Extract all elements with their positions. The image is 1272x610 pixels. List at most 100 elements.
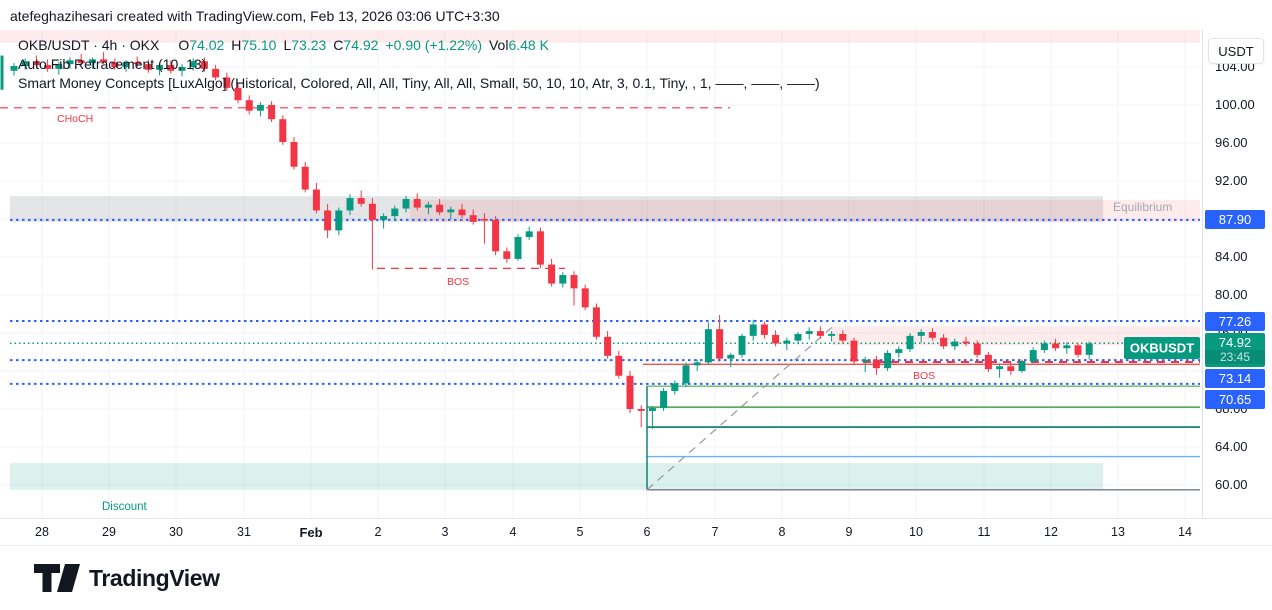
volume-value: 6.48 K [508, 37, 549, 53]
candle [671, 380, 679, 395]
candle [648, 406, 656, 429]
candle-body [1052, 343, 1060, 349]
candle-body [682, 365, 690, 384]
time-label: 11 [977, 525, 991, 539]
discount-zone [10, 463, 1103, 490]
candle-body [816, 331, 824, 336]
candle-body [940, 337, 948, 347]
candle [10, 63, 18, 76]
indicator-auto-fib[interactable]: Auto Fib Retracement (10, 13) [18, 56, 207, 72]
close-label: C [333, 37, 344, 53]
candle [200, 57, 208, 72]
candle [413, 193, 421, 211]
candle-body [301, 166, 309, 190]
indicator-smart-money-concepts[interactable]: Smart Money Concepts [LuxAlgo] (Historic… [18, 75, 820, 91]
candle-body [660, 390, 668, 409]
price-tick: 64.00 [1215, 439, 1248, 455]
open-label: O [178, 37, 190, 53]
price-tick: 100.00 [1215, 96, 1255, 112]
chart-area: CHoCH BOS BOS Equilibrium Discount OKBUSDT OK… [0, 30, 1272, 518]
candle [906, 333, 914, 353]
currency-button[interactable]: USDT [1208, 38, 1264, 64]
candle-body [917, 332, 925, 336]
candle-body [1018, 361, 1026, 372]
candle-body [525, 231, 533, 238]
candle-body [592, 307, 600, 337]
candle-body [727, 354, 735, 359]
candle-body [469, 215, 477, 222]
candle [749, 319, 757, 341]
candle-body [1029, 350, 1037, 362]
candle [357, 190, 365, 207]
candle [223, 72, 231, 91]
candle [55, 62, 63, 75]
candle [828, 331, 836, 342]
low-value: 73.23 [291, 37, 327, 53]
candle-body [447, 209, 455, 213]
candle-body [772, 334, 780, 344]
candle-body [402, 199, 410, 209]
candle [570, 271, 578, 306]
time-axis[interactable]: 28 29 30 31 Feb 2 3 4 5 6 7 8 9 10 11 12 13 14 [0, 518, 1272, 546]
time-label: 8 [778, 525, 786, 539]
close-value: 74.92 [343, 37, 379, 53]
candle-body [1063, 345, 1071, 349]
candle-body [1074, 345, 1082, 355]
time-label: 31 [237, 525, 251, 539]
candle-body [391, 208, 399, 217]
candle-body [928, 332, 936, 338]
candle [928, 328, 936, 341]
symbol-legend-row[interactable]: OKB/USDT · 4h · OKX O74.02 H75.10 L73.23 C74… [18, 36, 820, 55]
candle-body [503, 251, 511, 259]
candle-body [828, 333, 836, 336]
legend: OKB/USDT · 4h · OKX O74.02 H75.10 L73.23 C74… [18, 36, 820, 93]
candle [716, 314, 724, 362]
candle [368, 198, 376, 270]
time-label: 3 [441, 525, 449, 539]
time-label: 6 [643, 525, 651, 539]
tradingview-logo[interactable]: TradingView [34, 564, 220, 592]
candle [783, 337, 791, 351]
candle-body [492, 219, 500, 252]
candle-body [44, 65, 52, 69]
candle [895, 346, 903, 358]
candle [480, 213, 488, 244]
candle-body [200, 61, 208, 69]
candle-body [32, 61, 40, 66]
candle [133, 56, 141, 67]
candle [525, 226, 533, 240]
candle-body [626, 375, 634, 410]
symbol-title[interactable]: OKB/USDT · 4h · OKX [18, 37, 160, 53]
candle [100, 51, 108, 65]
price-tick: 60.00 [1215, 477, 1248, 493]
candle-body [850, 340, 858, 362]
chart-pane[interactable]: CHoCH BOS BOS Equilibrium Discount OKBUSDT OK… [0, 30, 1202, 518]
candle-body [693, 362, 701, 366]
candle [301, 161, 309, 193]
candle [88, 57, 96, 69]
candle-body [1040, 343, 1048, 351]
time-label: 30 [169, 525, 183, 539]
candle-body [951, 341, 959, 347]
candle [503, 247, 511, 263]
candle [559, 272, 567, 288]
candle-body [962, 341, 970, 344]
candle [111, 58, 119, 70]
candle [279, 115, 287, 145]
price-axis[interactable]: USDT 104.00100.0096.0092.0084.0080.0076.… [1202, 30, 1272, 518]
candle-body [189, 61, 197, 67]
candle-body [413, 199, 421, 208]
candle-body [256, 104, 264, 111]
candle-body [749, 324, 757, 336]
candle-body [324, 210, 332, 231]
candle [615, 351, 623, 379]
candle [436, 199, 444, 216]
candle-body [245, 100, 253, 111]
candle-body [794, 333, 802, 341]
candle-body [424, 204, 432, 208]
candlestick-chart[interactable]: CHoCH BOS BOS Equilibrium Discount OKBUSDT [0, 30, 1202, 518]
candle-body [536, 231, 544, 265]
candle [66, 57, 74, 69]
candle-body [548, 264, 556, 284]
candle [469, 209, 477, 225]
